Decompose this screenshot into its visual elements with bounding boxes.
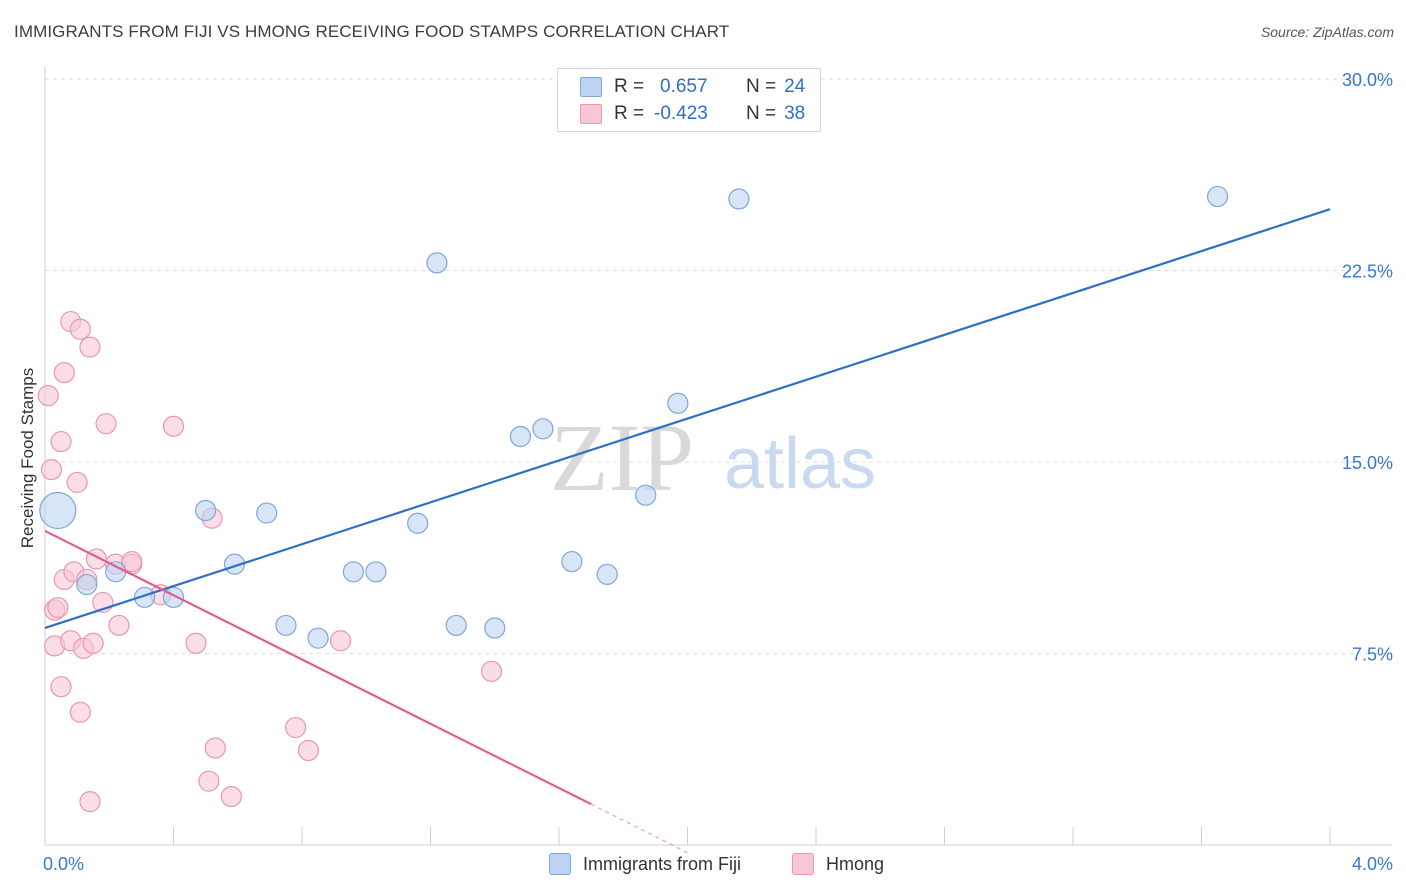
hmong-point (95, 413, 117, 435)
data-points (37, 185, 1229, 813)
legend-n-label: N = (746, 103, 777, 124)
fiji-point (426, 252, 448, 274)
fiji-point (342, 561, 364, 583)
y-axis-label: Receiving Food Stamps (18, 368, 37, 548)
hmong-point (480, 660, 503, 682)
hmong-point (297, 739, 320, 762)
watermark-zip: ZIP (550, 404, 694, 511)
hmong-point (121, 550, 143, 573)
y-tick-label: 22.5% (1342, 262, 1393, 282)
hmong-trend-line (44, 529, 592, 806)
bottom-legend-fiji: Immigrants from Fiji (549, 852, 741, 876)
hmong-trend-extension (590, 803, 688, 854)
trend-lines (44, 208, 1331, 854)
hmong-point (53, 362, 75, 384)
legend-swatch-hmong (580, 104, 602, 124)
hmong-point (66, 471, 88, 494)
legend-row-fiji: R = 0.657 N = 24 (580, 74, 805, 100)
hmong-point (220, 785, 242, 808)
legend-n-value: 24 (784, 76, 806, 97)
fiji-point (275, 614, 297, 637)
hmong-point (284, 716, 307, 739)
x-tick-label: 4.0% (1352, 854, 1393, 874)
fiji-point (365, 561, 387, 583)
source-label: Source: ZipAtlas.com (1260, 24, 1394, 40)
hmong-point (185, 632, 207, 654)
legend: R = 0.657 N = 24 R = -0.423 N = 38 (557, 68, 821, 132)
hmong-point (108, 614, 130, 637)
fiji-point (667, 392, 689, 414)
hmong-point (162, 415, 185, 437)
hmong-point (47, 596, 69, 619)
y-tick-label: 7.5% (1352, 645, 1393, 665)
fiji-point (307, 627, 329, 649)
fiji-point (445, 614, 467, 637)
legend-r-value: 0.657 (660, 76, 708, 97)
fiji-point (596, 563, 618, 585)
legend-r-value: -0.423 (654, 103, 708, 124)
bottom-legend-label-fiji: Immigrants from Fiji (583, 853, 742, 874)
fiji-point (484, 617, 506, 639)
hmong-point (198, 770, 220, 792)
hmong-point (79, 336, 101, 358)
fiji-point (39, 491, 77, 530)
bottom-legend-label-hmong: Hmong (826, 853, 885, 874)
fiji-point (162, 586, 185, 608)
hmong-point (50, 430, 72, 453)
fiji-point (105, 561, 127, 583)
bottom-legend-swatch-fiji (549, 853, 571, 875)
bottom-legend-hmong: Hmong (792, 852, 884, 876)
fiji-trend-line (44, 208, 1331, 630)
legend-row-hmong: R = -0.423 N = 38 (580, 101, 805, 127)
y-tick-label: 15.0% (1342, 453, 1393, 473)
fiji-point (532, 418, 554, 440)
legend-r-label: R = (614, 103, 645, 124)
fiji-point (223, 553, 246, 575)
axes (44, 66, 1392, 846)
chart-title: IMMIGRANTS FROM FIJI VS HMONG RECEIVING … (14, 22, 730, 41)
hmong-point (37, 385, 59, 407)
grid (45, 78, 1392, 654)
fiji-point (195, 499, 217, 522)
fiji-point (256, 502, 278, 524)
fiji-point (76, 573, 98, 596)
legend-n-label: N = (746, 76, 777, 97)
hmong-point (69, 701, 91, 723)
fiji-point (509, 425, 532, 448)
fiji-point (133, 586, 156, 608)
hmong-point (204, 737, 226, 759)
x-tick-label: 0.0% (43, 854, 84, 874)
tick-labels: 7.5% 15.0% 22.5% 30.0% 0.0% 4.0% (43, 70, 1393, 874)
fiji-point (561, 550, 583, 573)
watermark-atlas: atlas (724, 424, 876, 504)
legend-n-value: 38 (784, 103, 806, 124)
legend-swatch-fiji (580, 77, 602, 97)
fiji-point (635, 484, 657, 506)
y-tick-label: 30.0% (1342, 70, 1393, 90)
fiji-point (407, 512, 429, 534)
hmong-point (329, 630, 352, 652)
bottom-legend-swatch-hmong (792, 853, 814, 875)
hmong-point (82, 632, 104, 654)
fiji-point (1206, 185, 1229, 208)
hmong-point (79, 790, 101, 813)
watermark: ZIP atlas (550, 404, 876, 511)
fiji-point (728, 188, 750, 210)
hmong-point (69, 318, 91, 340)
hmong-point (40, 459, 63, 481)
hmong-point (50, 676, 72, 698)
legend-r-label: R = (614, 76, 645, 97)
